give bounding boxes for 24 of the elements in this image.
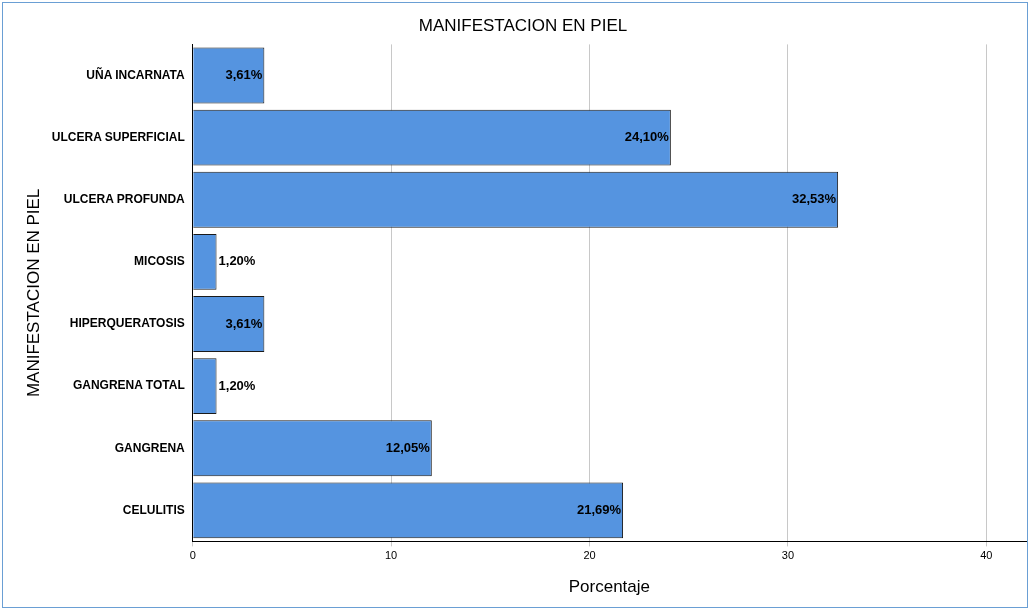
- chart-title: MANIFESTACION EN PIEL: [418, 15, 628, 35]
- data-label: 3,61%: [225, 315, 263, 331]
- data-label: 1,20%: [218, 377, 256, 393]
- x-tick-label: 40: [980, 549, 993, 562]
- y-tick-label: GANGRENA TOTAL: [72, 378, 185, 393]
- x-tick-label: 30: [781, 549, 795, 562]
- y-tick-label: HIPERQUERATOSIS: [69, 316, 185, 331]
- data-label: 12,05%: [385, 439, 431, 455]
- x-tick-label: 20: [583, 549, 596, 562]
- data-label: 24,10%: [624, 129, 670, 145]
- y-axis-title: MANIFESTACION EN PIEL: [23, 188, 43, 398]
- y-tick-label: MICOSIS: [134, 254, 185, 269]
- data-label: 1,20%: [218, 253, 256, 269]
- x-tick-label: 0: [189, 549, 196, 562]
- data-label: 3,61%: [225, 67, 263, 83]
- y-tick-label: CELULITIS: [122, 502, 185, 517]
- y-tick-label: ULCERA SUPERFICIAL: [51, 129, 185, 144]
- data-label: 21,69%: [576, 501, 622, 517]
- y-tick-label: ULCERA PROFUNDA: [63, 192, 186, 207]
- x-axis-title: Porcentaje: [568, 577, 651, 597]
- data-label: 32,53%: [792, 191, 837, 207]
- y-tick-label: UÑA INCARNATA: [86, 66, 186, 82]
- y-tick-label: GANGRENA: [114, 440, 186, 455]
- x-tick-label: 10: [385, 549, 398, 562]
